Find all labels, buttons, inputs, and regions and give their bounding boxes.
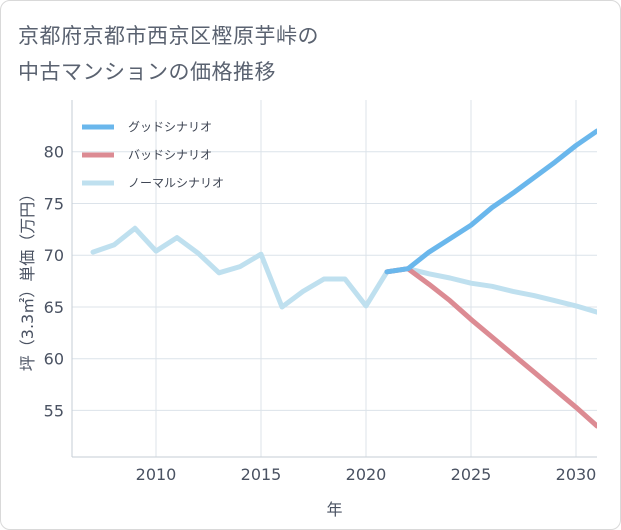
- y-tick-label: 60: [44, 350, 64, 369]
- axis-ticks: 55 60 65 70 75 80 2010 2015 2020 2025 2030: [44, 143, 597, 484]
- legend-label: グッドシナリオ: [128, 120, 212, 134]
- legend-label: バッドシナリオ: [128, 148, 212, 162]
- y-tick-label: 55: [44, 401, 64, 420]
- series-line-1: [384, 266, 597, 429]
- series-line-0: [384, 128, 597, 275]
- y-axis-title: 坪（3.3㎡）単価（万円）: [18, 186, 37, 371]
- y-tick-label: 80: [44, 143, 64, 162]
- x-tick-label: 2030: [556, 465, 597, 484]
- chart-title: 京都府京都市西京区樫原芋峠の 中古マンションの価格推移: [18, 24, 319, 84]
- x-tick-label: 2020: [346, 465, 387, 484]
- y-tick-label: 75: [44, 194, 64, 213]
- x-tick-label: 2025: [451, 465, 492, 484]
- series-lines: [90, 128, 597, 429]
- x-tick-label: 2010: [136, 465, 177, 484]
- grid: [71, 100, 597, 458]
- y-tick-label: 70: [44, 246, 64, 265]
- x-tick-label: 2015: [241, 465, 282, 484]
- legend-label: ノーマルシナリオ: [128, 176, 224, 190]
- series-line-2: [90, 225, 597, 315]
- x-axis-title: 年: [326, 500, 342, 519]
- y-tick-label: 65: [44, 298, 64, 317]
